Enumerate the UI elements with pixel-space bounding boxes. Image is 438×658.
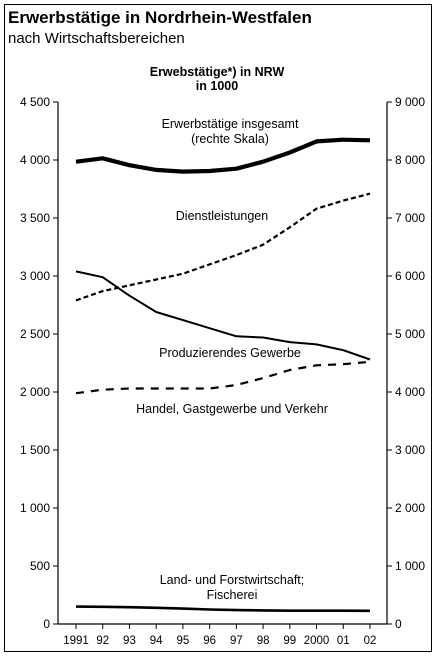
y-right-tick-label: 7 000: [395, 211, 425, 225]
x-tick-label: 97: [230, 635, 243, 647]
series-label-dienstleistungen: Dienstleistungen: [176, 209, 268, 223]
y-right-tick-label: 9 000: [395, 95, 425, 109]
x-tick-label: 96: [203, 635, 216, 647]
x-tick-label: 94: [150, 635, 163, 647]
y-left-tick-label: 500: [30, 559, 50, 573]
series-line-erwerbst-tige-insgesamt-rechte-skala: [75, 137, 371, 174]
y-left-tick-label: 4 500: [20, 95, 50, 109]
x-tick-label: 1991: [63, 635, 89, 647]
x-tick-label: 92: [96, 635, 109, 647]
y-right-tick-label: 6 000: [395, 269, 425, 283]
page-subtitle: nach Wirtschaftsbereichen: [8, 30, 185, 47]
y-left-tick-label: 1 000: [20, 501, 50, 515]
x-tick-label: 99: [283, 635, 296, 647]
y-left-tick-label: 3 500: [20, 211, 50, 225]
y-left-tick-label: 4 000: [20, 153, 50, 167]
y-right-tick-label: 2 000: [395, 501, 425, 515]
y-left-tick-label: 3 000: [20, 269, 50, 283]
series-label-erwerbst-tige-insgesamt-rechte-skala: (rechte Skala): [191, 132, 269, 146]
chart-subtitle: in 1000: [196, 79, 238, 93]
x-tick-label: 93: [123, 635, 136, 647]
y-left-tick-label: 0: [43, 617, 50, 631]
chart-title: Erwebstätige*) in NRW: [150, 65, 285, 79]
y-left-tick-label: 2 000: [20, 385, 50, 399]
y-right-tick-label: 0: [395, 617, 402, 631]
page-title: Erwerbstätige in Nordrhein-Westfalen: [8, 8, 312, 27]
y-left-tick-label: 1 500: [20, 443, 50, 457]
axes: 0 500 1 000 1 500 2 000 2 500 3 000 3 500 4 000 4…: [20, 95, 425, 647]
y-right-tick-label: 3 000: [395, 443, 425, 457]
series-labels: Erwerbstätige insgesamt(rechte Skala) Die…: [136, 117, 328, 602]
x-tick-label: 02: [364, 635, 377, 647]
chart-frame: [4, 4, 432, 652]
y-left-tick-label: 2 500: [20, 327, 50, 341]
series-label-land-und-forstwirtschaft-fischerei: Fischerei: [207, 588, 258, 602]
series-lines: [75, 137, 371, 613]
x-tick-label: 98: [257, 635, 270, 647]
series-line-dienstleistungen: [75, 192, 371, 302]
series-line-handel-gastgewerbe-und-verkehr: [75, 360, 371, 395]
series-label-handel-gastgewerbe-und-verkehr: Handel, Gastgewerbe und Verkehr: [136, 402, 328, 416]
series-line-produzierendes-gewerbe: [75, 270, 371, 361]
y-right-tick-label: 4 000: [395, 385, 425, 399]
series-label-erwerbst-tige-insgesamt-rechte-skala: Erwerbstätige insgesamt: [162, 117, 299, 131]
y-right-tick-label: 5 000: [395, 327, 425, 341]
series-line-land-und-forstwirtschaft-fischerei: [75, 605, 371, 613]
x-tick-label: 01: [337, 635, 350, 647]
x-tick-label: 95: [177, 635, 190, 647]
y-right-tick-label: 1 000: [395, 559, 425, 573]
series-label-produzierendes-gewerbe: Produzierendes Gewerbe: [159, 346, 301, 360]
y-right-tick-label: 8 000: [395, 153, 425, 167]
series-label-land-und-forstwirtschaft-fischerei: Land- und Forstwirtschaft;: [160, 573, 305, 587]
x-tick-label: 2000: [304, 635, 330, 647]
